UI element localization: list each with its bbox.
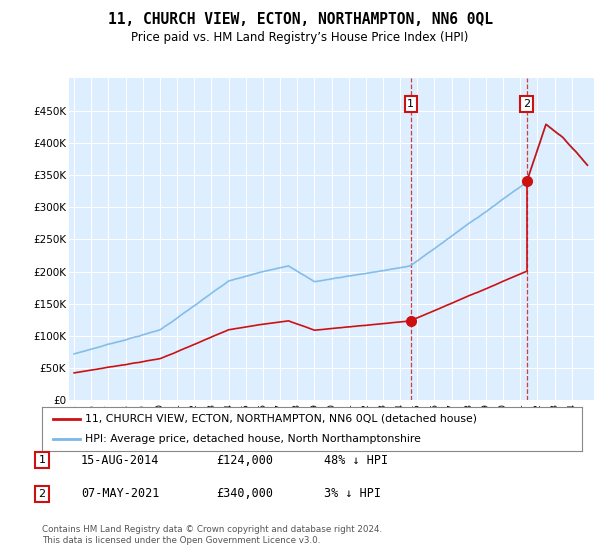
Text: Contains HM Land Registry data © Crown copyright and database right 2024.
This d: Contains HM Land Registry data © Crown c… [42,525,382,545]
Text: £340,000: £340,000 [216,487,273,501]
Text: HPI: Average price, detached house, North Northamptonshire: HPI: Average price, detached house, Nort… [85,434,421,444]
Text: 3% ↓ HPI: 3% ↓ HPI [324,487,381,501]
Text: 07-MAY-2021: 07-MAY-2021 [81,487,160,501]
Text: 15-AUG-2014: 15-AUG-2014 [81,454,160,467]
Text: 2: 2 [523,99,530,109]
Text: 11, CHURCH VIEW, ECTON, NORTHAMPTON, NN6 0QL: 11, CHURCH VIEW, ECTON, NORTHAMPTON, NN6… [107,12,493,27]
Text: 2: 2 [38,489,46,499]
Text: 11, CHURCH VIEW, ECTON, NORTHAMPTON, NN6 0QL (detached house): 11, CHURCH VIEW, ECTON, NORTHAMPTON, NN6… [85,414,477,424]
Text: Price paid vs. HM Land Registry’s House Price Index (HPI): Price paid vs. HM Land Registry’s House … [131,31,469,44]
Text: £124,000: £124,000 [216,454,273,467]
Text: 48% ↓ HPI: 48% ↓ HPI [324,454,388,467]
Text: 1: 1 [38,455,46,465]
Text: 1: 1 [407,99,414,109]
